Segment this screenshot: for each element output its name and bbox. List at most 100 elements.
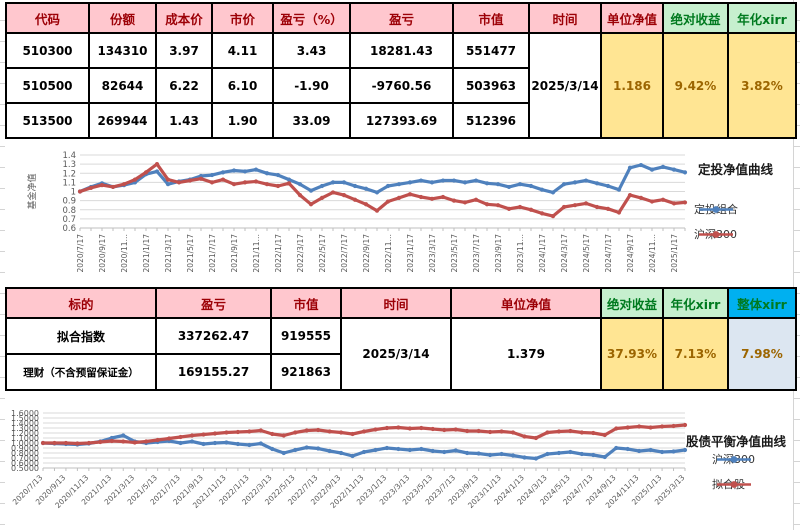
header-time[interactable]: 时间 — [529, 3, 601, 33]
svg-text:2024/5/17: 2024/5/17 — [582, 234, 591, 273]
header-time[interactable]: 时间 — [341, 288, 451, 318]
table-cell[interactable]: 1.43 — [156, 103, 212, 138]
table-cell[interactable]: 理财（不含预留保证金） — [6, 354, 156, 390]
svg-text:0.9000: 0.9000 — [11, 444, 39, 453]
svg-text:2024/9/17: 2024/9/17 — [626, 234, 635, 273]
svg-text:0.6: 0.6 — [62, 224, 76, 234]
header-market-value[interactable]: 市值 — [453, 3, 529, 33]
svg-text:1.3000: 1.3000 — [11, 424, 39, 433]
header-market-value[interactable]: 市值 — [271, 288, 341, 318]
svg-text:2023/1/17: 2023/1/17 — [406, 234, 415, 273]
svg-text:2023/3/17: 2023/3/17 — [428, 234, 437, 273]
table-cell[interactable]: 3.97 — [156, 33, 212, 68]
table-cell[interactable]: 134310 — [89, 33, 156, 68]
svg-text:2021/9/17: 2021/9/17 — [230, 234, 239, 273]
svg-text:2022/7/17: 2022/7/17 — [340, 234, 349, 273]
legend-item-fitted-stock[interactable]: 拟合股 — [712, 476, 751, 492]
unit-nav-cell[interactable]: 1.379 — [451, 318, 601, 390]
svg-text:2023/11…: 2023/11… — [516, 234, 525, 273]
svg-text:1.4: 1.4 — [62, 151, 76, 161]
table-cell[interactable]: 4.11 — [212, 33, 273, 68]
table-cell[interactable]: 337262.47 — [156, 318, 271, 354]
svg-text:0.6000: 0.6000 — [11, 459, 39, 468]
header-abs-return[interactable]: 绝对收益 — [663, 3, 728, 33]
header-pl-percent[interactable]: 盈亏（%） — [273, 3, 350, 33]
legend-marker-red — [717, 480, 751, 488]
header-shares[interactable]: 份额 — [89, 3, 156, 33]
header-overall-xirr[interactable]: 整体xirr — [728, 288, 796, 318]
table-cell[interactable]: 512396 — [453, 103, 529, 138]
svg-text:2024/1/17: 2024/1/17 — [538, 234, 547, 273]
svg-text:2023/9/17: 2023/9/17 — [494, 234, 503, 273]
header-annual-xirr[interactable]: 年化xirr — [728, 3, 796, 33]
header-unit-nav[interactable]: 单位净值 — [451, 288, 601, 318]
svg-text:1.5000: 1.5000 — [11, 414, 39, 423]
legend-item-hs300[interactable]: 沪深300 — [694, 226, 737, 242]
svg-text:基金净值: 基金净值 — [26, 173, 38, 209]
svg-text:1: 1 — [71, 188, 76, 198]
legend-item-hs300[interactable]: 沪深300 — [712, 451, 755, 467]
svg-text:0.7: 0.7 — [62, 215, 76, 225]
annual-xirr-cell[interactable]: 7.13% — [663, 318, 728, 390]
table-cell[interactable]: 919555 — [271, 318, 341, 354]
svg-text:2022/3/17: 2022/3/17 — [296, 234, 305, 273]
legend-marker-red — [699, 230, 733, 238]
table-cell[interactable]: 510500 — [6, 68, 89, 103]
svg-text:0.8000: 0.8000 — [11, 449, 39, 458]
unit-nav-cell[interactable]: 1.186 — [601, 33, 663, 138]
abs-return-cell[interactable]: 37.93% — [601, 318, 663, 390]
table-cell[interactable]: 6.22 — [156, 68, 212, 103]
svg-text:2021/3/17: 2021/3/17 — [164, 234, 173, 273]
svg-text:2021/1/17: 2021/1/17 — [142, 234, 151, 273]
header-unit-nav[interactable]: 单位净值 — [601, 3, 663, 33]
header-market-price[interactable]: 市价 — [212, 3, 273, 33]
table-cell[interactable]: 551477 — [453, 33, 529, 68]
svg-text:0.5000: 0.5000 — [11, 464, 39, 473]
header-target[interactable]: 标的 — [6, 288, 156, 318]
svg-text:1.3: 1.3 — [62, 160, 76, 170]
svg-text:2023/5/17: 2023/5/17 — [450, 234, 459, 273]
table-cell[interactable]: 33.09 — [273, 103, 350, 138]
table-cell[interactable]: 921863 — [271, 354, 341, 390]
svg-text:1.2: 1.2 — [62, 169, 76, 179]
svg-text:1.2000: 1.2000 — [11, 429, 39, 438]
svg-text:1.6000: 1.6000 — [11, 409, 39, 418]
legend-item-portfolio[interactable]: 定投组合 — [694, 201, 738, 217]
header-code[interactable]: 代码 — [6, 3, 89, 33]
table-cell[interactable]: 513500 — [6, 103, 89, 138]
table-cell[interactable]: 503963 — [453, 68, 529, 103]
header-annual-xirr[interactable]: 年化xirr — [663, 288, 728, 318]
svg-text:2020/11…: 2020/11… — [120, 234, 129, 273]
svg-text:1.1: 1.1 — [62, 178, 76, 188]
annual-xirr-cell[interactable]: 3.82% — [728, 33, 796, 138]
svg-text:2024/7/17: 2024/7/17 — [604, 234, 613, 273]
table-cell[interactable]: 6.10 — [212, 68, 273, 103]
header-pl[interactable]: 盈亏 — [350, 3, 453, 33]
table-cell[interactable]: 1.90 — [212, 103, 273, 138]
table-cell[interactable]: 127393.69 — [350, 103, 453, 138]
svg-text:2024/3/17: 2024/3/17 — [560, 234, 569, 273]
header-abs-return[interactable]: 绝对收益 — [601, 288, 663, 318]
overall-xirr-cell[interactable]: 7.98% — [728, 318, 796, 390]
legend-marker-blue — [717, 455, 751, 463]
time-cell[interactable]: 2025/3/14 — [529, 33, 601, 138]
svg-text:2020/7/17: 2020/7/17 — [76, 234, 85, 273]
balance-chart-title: 股债平衡净值曲线 — [686, 434, 787, 449]
summary-table: 标的 盈亏 市值 时间 单位净值 绝对收益 年化xirr 整体xirr 2025… — [5, 287, 797, 391]
header-cost-price[interactable]: 成本价 — [156, 3, 212, 33]
balance-chart[interactable]: 1.60001.50001.40001.30001.20001.10001.00… — [5, 392, 795, 530]
time-cell[interactable]: 2025/3/14 — [341, 318, 451, 390]
sheet-gridlines-left — [0, 0, 5, 530]
table-cell[interactable]: 3.43 — [273, 33, 350, 68]
table-cell[interactable]: -9760.56 — [350, 68, 453, 103]
abs-return-cell[interactable]: 9.42% — [663, 33, 728, 138]
table-cell[interactable]: 18281.43 — [350, 33, 453, 68]
table-cell[interactable]: 拟合指数 — [6, 318, 156, 354]
table-cell[interactable]: 269944 — [89, 103, 156, 138]
table-cell[interactable]: 82644 — [89, 68, 156, 103]
table-cell[interactable]: -1.90 — [273, 68, 350, 103]
table-cell[interactable]: 510300 — [6, 33, 89, 68]
header-pl[interactable]: 盈亏 — [156, 288, 271, 318]
table-cell[interactable]: 169155.27 — [156, 354, 271, 390]
